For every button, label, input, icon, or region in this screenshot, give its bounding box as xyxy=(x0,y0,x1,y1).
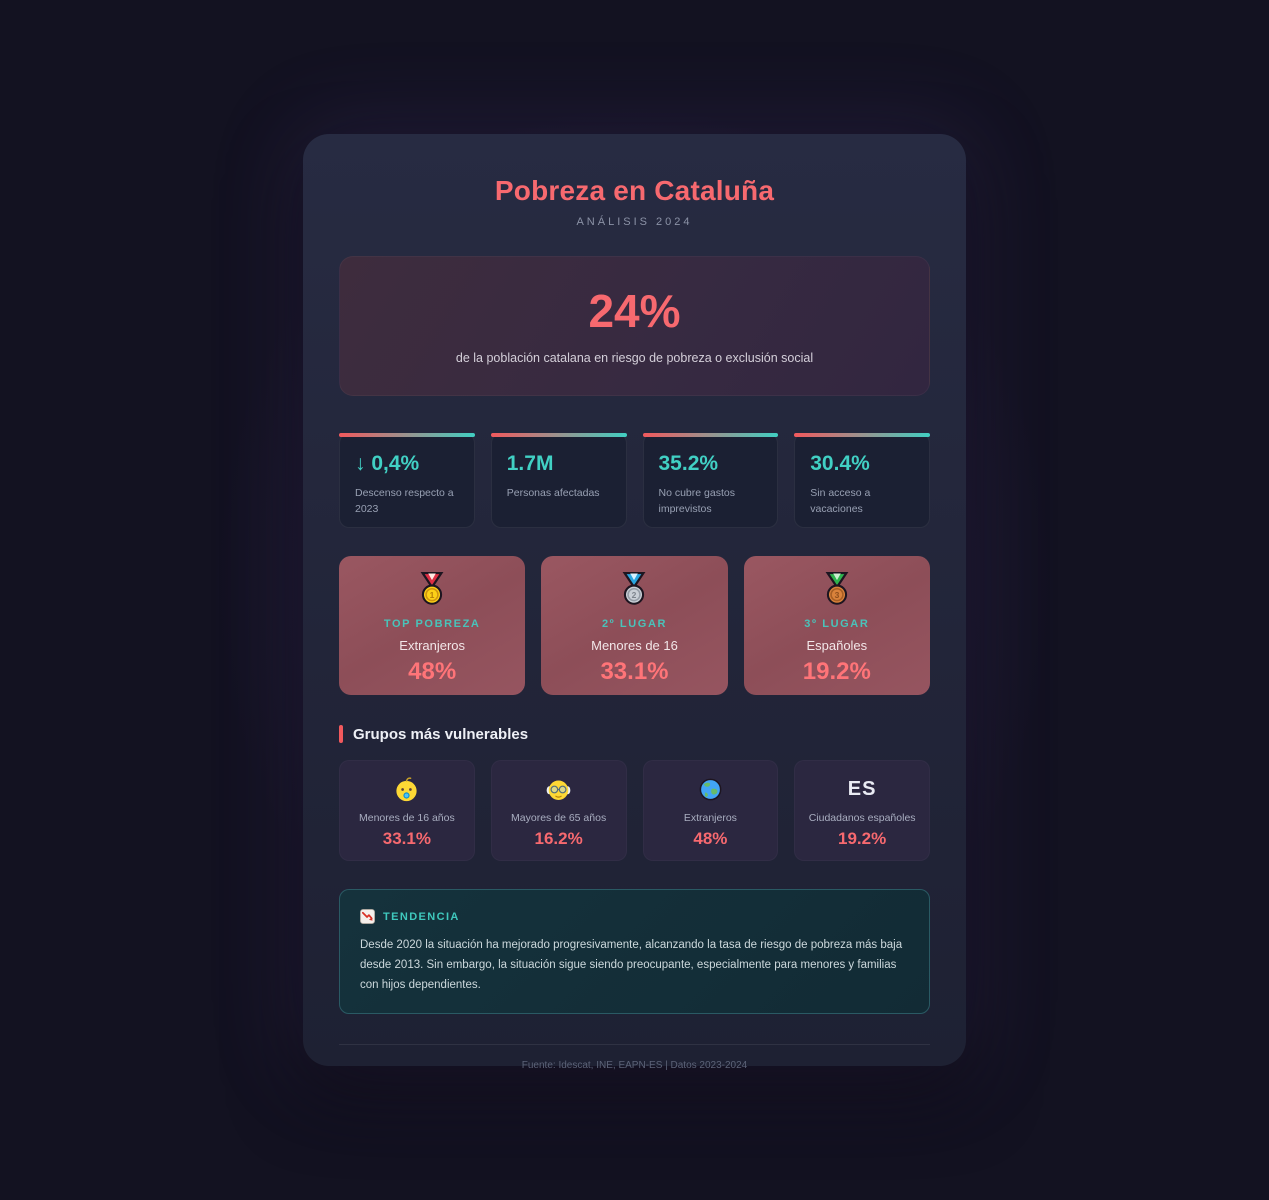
group-label: Ciudadanos españoles xyxy=(808,812,916,824)
svg-text:2: 2 xyxy=(632,590,637,600)
rank-value: 33.1% xyxy=(600,658,669,685)
rank-label: TOP POBREZA xyxy=(383,618,481,630)
group-card-mayores: Mayores de 65 años 16.2% xyxy=(490,760,627,861)
hero-value: 24% xyxy=(588,284,681,337)
rank-group: Menores de 16 xyxy=(591,638,678,653)
ranking-card-second: 2 2º LUGAR Menores de 16 33.1% xyxy=(541,556,728,695)
ranking-row: 1 TOP POBREZA Extranjeros 48% 2 2º LUGAR… xyxy=(339,556,930,695)
globe-icon xyxy=(699,778,722,800)
es-text-label: ES xyxy=(847,778,877,800)
stat-label: Personas afectadas xyxy=(506,487,600,499)
group-card-extranjeros: Extranjeros 48% xyxy=(642,760,779,861)
ranking-card-third: 3 3º LUGAR Españoles 19.2% xyxy=(743,556,930,695)
rank-value: 19.2% xyxy=(802,658,871,685)
group-icon-wrap: ES xyxy=(795,775,929,803)
stat-label: Sin acceso a vacaciones xyxy=(810,487,871,516)
stat-label: Descenso respecto a 2023 xyxy=(355,487,454,516)
group-label: Mayores de 65 años xyxy=(511,812,607,824)
stat-card-gastos: 35.2% No cubre gastos imprevistos xyxy=(642,433,779,528)
group-value: 33.1% xyxy=(382,829,431,848)
baby-icon xyxy=(396,776,417,801)
groups-row: Menores de 16 años 33.1% Mayores de 65 xyxy=(339,760,930,861)
svg-text:3: 3 xyxy=(834,590,839,600)
trend-header: TENDENCIA xyxy=(360,909,909,924)
stat-card-vacaciones: 30.4% Sin acceso a vacaciones xyxy=(794,433,930,528)
trend-label: TENDENCIA xyxy=(383,910,460,923)
page-subtitle: ANÁLISIS 2024 xyxy=(576,216,693,228)
elderly-man-icon xyxy=(546,780,571,800)
stat-label: No cubre gastos imprevistos xyxy=(658,487,735,516)
group-icon-wrap xyxy=(340,775,474,803)
gradient-accent-bar xyxy=(490,433,627,437)
infographic-card: Pobreza en Cataluña ANÁLISIS 2024 24% de… xyxy=(303,134,966,1071)
section-title: Grupos más vulnerables xyxy=(353,725,529,743)
groups-section-header: Grupos más vulnerables xyxy=(339,725,930,743)
stats-row: ↓ 0,4% Descenso respecto a 2023 1.7M Per… xyxy=(339,433,930,528)
group-label: Menores de 16 años xyxy=(359,812,455,824)
silver-medal-icon: 2 xyxy=(622,571,647,605)
ranking-card-first: 1 TOP POBREZA Extranjeros 48% xyxy=(339,556,526,695)
trend-text: Desde 2020 la situación ha mejorado prog… xyxy=(360,939,903,992)
group-icon-wrap xyxy=(492,775,626,803)
group-card-espanoles: ES Ciudadanos españoles 19.2% xyxy=(794,760,930,861)
gold-medal-icon: 1 xyxy=(420,571,444,605)
gradient-accent-bar xyxy=(642,433,779,437)
bronze-medal-icon: 3 xyxy=(825,571,849,605)
hero-stat-card: 24% de la población catalana en riesgo d… xyxy=(339,256,930,396)
group-label: Extranjeros xyxy=(683,812,737,824)
trend-callout: TENDENCIA Desde 2020 la situación ha mej… xyxy=(339,889,930,1015)
chart-decreasing-icon xyxy=(360,909,375,924)
rank-group: Extranjeros xyxy=(399,638,466,653)
stat-card-personas: 1.7M Personas afectadas xyxy=(490,433,627,528)
stat-value: 30.4% xyxy=(810,452,870,475)
group-card-menores: Menores de 16 años 33.1% xyxy=(339,760,475,861)
gradient-accent-bar xyxy=(339,433,475,437)
hero-description: de la población catalana en riesgo de po… xyxy=(455,350,814,365)
group-value: 48% xyxy=(693,829,728,848)
stat-value: 1.7M xyxy=(506,452,554,475)
group-value: 19.2% xyxy=(838,829,887,848)
group-value: 16.2% xyxy=(534,829,583,848)
svg-text:1: 1 xyxy=(430,590,435,600)
rank-group: Españoles xyxy=(806,638,868,653)
page-title: Pobreza en Cataluña xyxy=(494,175,775,206)
stat-value: 35.2% xyxy=(658,452,719,475)
section-accent-bar xyxy=(339,725,343,743)
source-text: Fuente: Idescat, INE, EAPN-ES | Datos 20… xyxy=(521,1060,748,1072)
gradient-accent-bar xyxy=(794,433,930,437)
rank-label: 2º LUGAR xyxy=(601,618,668,630)
group-icon-wrap xyxy=(644,775,778,803)
rank-value: 48% xyxy=(408,658,457,685)
stat-card-descenso: ↓ 0,4% Descenso respecto a 2023 xyxy=(339,433,475,528)
stat-value: ↓ 0,4% xyxy=(355,452,420,475)
rank-label: 3º LUGAR xyxy=(804,618,870,630)
footer: Fuente: Idescat, INE, EAPN-ES | Datos 20… xyxy=(339,1044,930,1071)
